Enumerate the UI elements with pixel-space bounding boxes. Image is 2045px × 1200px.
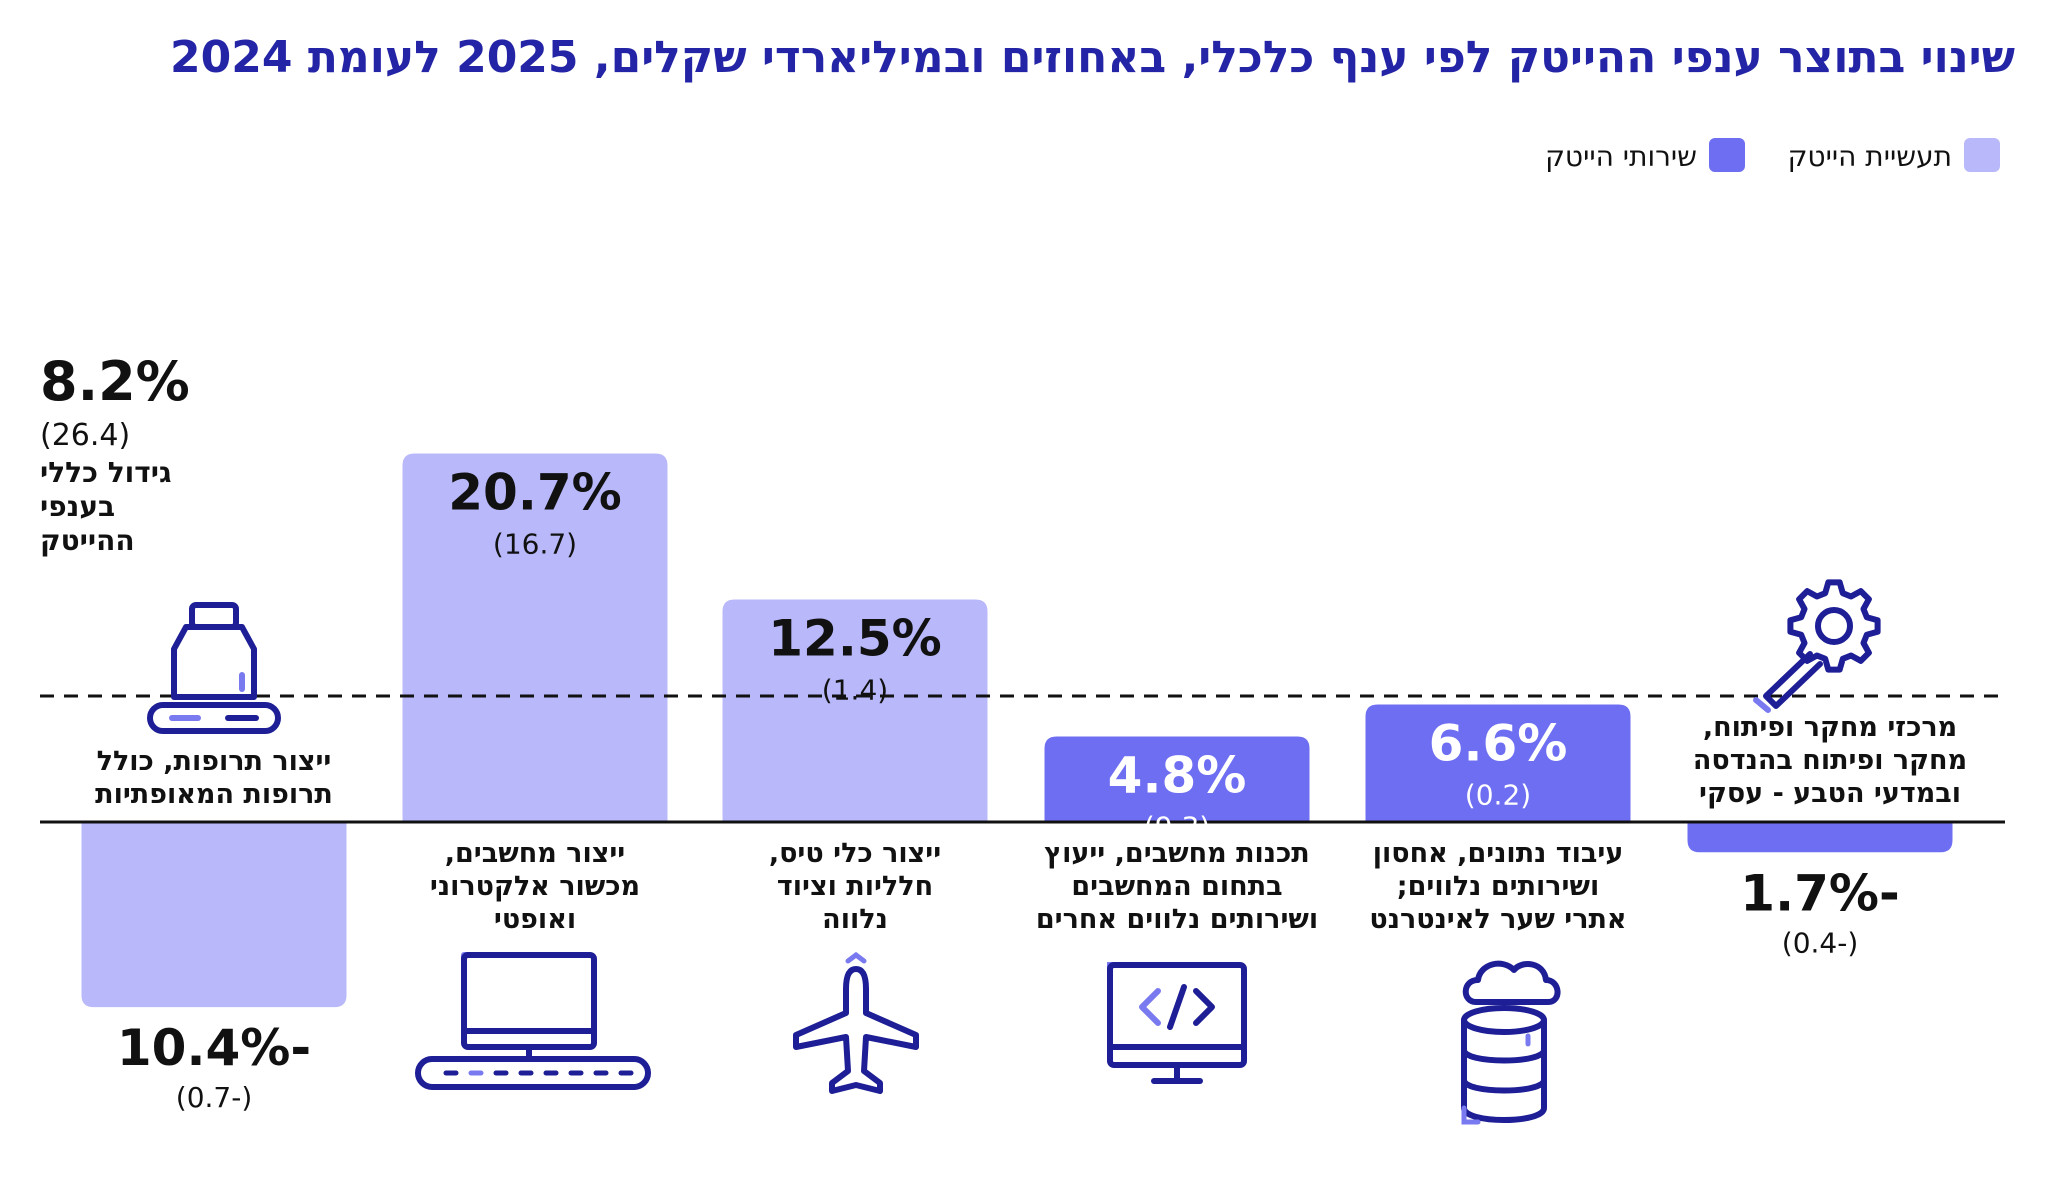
bar-1 <box>402 453 668 822</box>
reference-value-label: 8.2% <box>40 350 190 413</box>
category-label-line: אתרי שער לאינטרנט <box>1369 904 1626 935</box>
category-label-line: תרופות המאופתיות <box>95 779 333 810</box>
category-label-line: בתחום המחשבים <box>1071 871 1282 902</box>
category-label-line: ושירותים נלווים; <box>1397 871 1599 902</box>
reference-caption-line: בענפי <box>40 490 115 523</box>
reference-caption-line: ההייטק <box>40 524 135 557</box>
bar-value-label: 20.7% <box>448 464 621 522</box>
bar-5 <box>1687 822 1953 853</box>
bar-secondary-label: (9.3) <box>1144 811 1210 844</box>
category-label-line: ושירותים נלווים אחרים <box>1036 904 1318 935</box>
category-label-line: ובמדעי הטבע - עסקי <box>1699 778 1961 809</box>
bar-secondary-label: (16.7) <box>493 528 577 561</box>
category-label-line: מחקר ופיתוח בהנדסה <box>1693 745 1967 776</box>
bar-value-label: -1.7% <box>1740 864 1899 922</box>
legend-item-services: שירותי הייטק <box>1545 138 1745 173</box>
bar-secondary-label: (-0.7) <box>176 1081 253 1114</box>
bar-2 <box>722 599 988 822</box>
category-label-line: עיבוד נתונים, אחסון <box>1373 838 1624 869</box>
reference-caption-line: גידול כללי <box>40 456 172 489</box>
reference-secondary-label: (26.4) <box>40 418 130 453</box>
legend-item-industry: תעשיית הייטק <box>1788 138 2000 173</box>
code-monitor-icon <box>1107 962 1247 1084</box>
gear-wrench-icon <box>1753 579 1881 713</box>
cloud-database-icon <box>1461 960 1561 1125</box>
legend-label: שירותי הייטק <box>1545 140 1697 173</box>
category-label-line: תכנות מחשבים, ייעוץ <box>1044 838 1310 869</box>
category-label-line: חלליות וציוד <box>777 871 933 902</box>
legend-swatch <box>1964 138 2000 172</box>
legend-swatch <box>1709 138 1745 172</box>
category-label-line: מרכזי מחקר ופיתוח, <box>1703 712 1957 743</box>
bar-value-label: 4.8% <box>1108 747 1247 805</box>
bar-3 <box>1044 736 1310 822</box>
bar-secondary-label: (-0.4) <box>1782 926 1859 959</box>
category-label-line: ואופטי <box>494 904 576 935</box>
bar-0 <box>81 822 347 1008</box>
airplane-icon <box>793 951 919 1094</box>
bar-value-label: 12.5% <box>768 610 941 668</box>
category-label-line: מכשור אלקטרוני <box>430 871 640 902</box>
computer-monitor-icon <box>415 952 651 1090</box>
legend-label: תעשיית הייטק <box>1788 140 1952 173</box>
bar-4 <box>1365 704 1631 822</box>
bar-secondary-label: (1.4) <box>822 674 888 707</box>
bar-value-label: -10.4% <box>117 1019 311 1077</box>
bar-secondary-label: (0.2) <box>1465 779 1531 812</box>
category-label-line: ייצור תרופות, כולל <box>97 746 332 777</box>
category-label-line: ייצור מחשבים, <box>445 838 625 869</box>
medicine-bottle-icon <box>147 602 281 734</box>
category-label-line: נלווה <box>822 904 888 935</box>
category-label-line: ייצור כלי טיס, <box>769 838 941 869</box>
chart-title: שינוי בתוצר ענפי ההייטק לפי ענף כלכלי, ב… <box>170 32 2015 83</box>
bar-value-label: 6.6% <box>1429 715 1568 773</box>
